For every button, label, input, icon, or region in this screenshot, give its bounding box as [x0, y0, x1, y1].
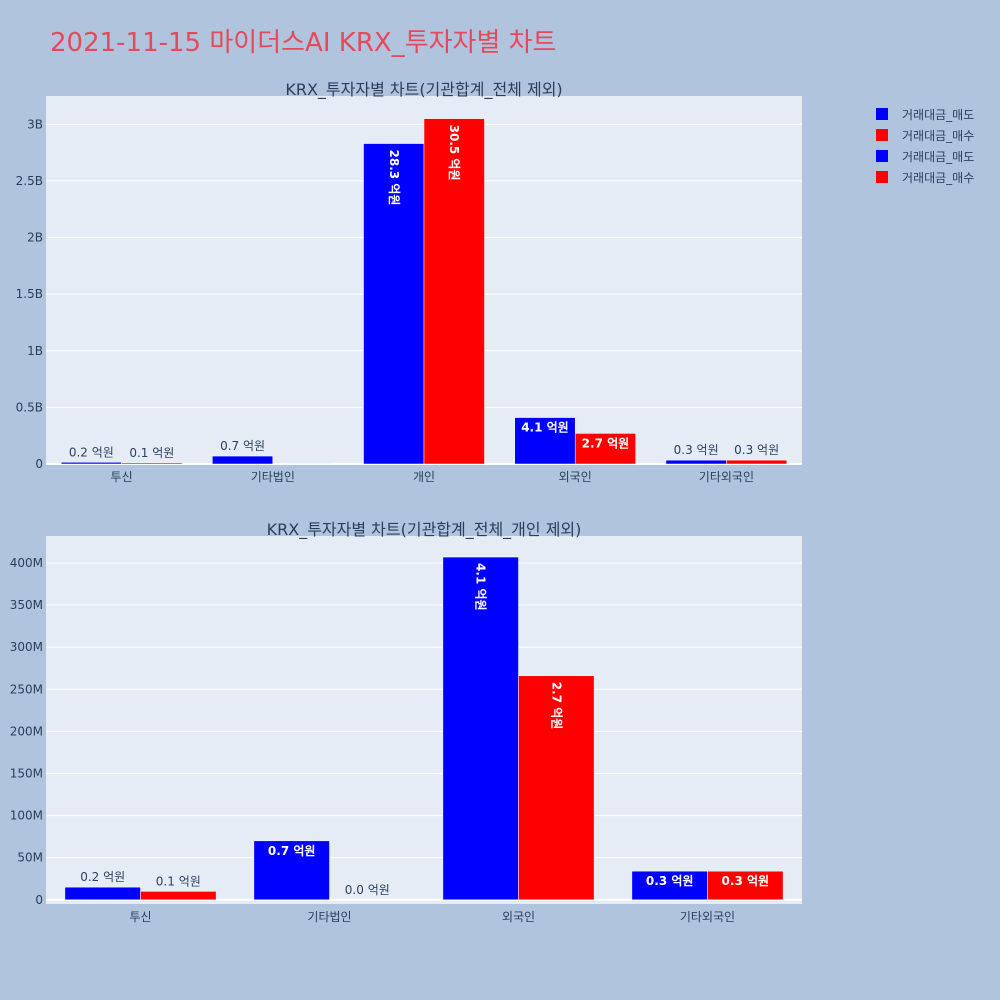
x-tick-label: 외국인	[502, 910, 535, 924]
bar-data-label: 0.2 억원	[80, 870, 125, 884]
y-tick-label: 250M	[10, 682, 43, 696]
bar-data-label: 4.1 억원	[474, 563, 488, 611]
bar-data-label: 28.3 억원	[387, 150, 401, 206]
bar-sell	[61, 462, 121, 464]
bar-data-label: 0.7 억원	[220, 439, 265, 453]
y-tick-label: 0	[35, 457, 43, 471]
x-tick-label: 외국인	[559, 470, 592, 484]
x-tick-label: 투신	[111, 470, 133, 484]
y-tick-label: 2B	[27, 231, 43, 245]
legend-entry: 거래대금_매도	[902, 108, 974, 122]
legend-swatch	[876, 171, 888, 183]
chart-title: KRX_투자자별 차트(기관합계_전체 제외)	[285, 80, 562, 100]
y-tick-label: 3B	[27, 117, 43, 131]
bar-data-label: 0.1 억원	[129, 446, 174, 460]
bar-data-label: 0.0 억원	[345, 883, 390, 897]
legend-entry: 거래대금_매수	[902, 171, 974, 185]
y-tick-label: 1.5B	[16, 287, 43, 301]
bar-data-label: 0.3 억원	[646, 874, 694, 888]
x-tick-label: 개인	[413, 470, 435, 484]
bar-buy	[726, 460, 786, 464]
y-tick-label: 300M	[10, 640, 43, 654]
legend-swatch	[876, 108, 888, 120]
bar-buy	[122, 463, 182, 464]
y-tick-label: 350M	[10, 598, 43, 612]
y-tick-label: 200M	[10, 724, 43, 738]
x-tick-label: 투신	[129, 910, 151, 924]
x-tick-label: 기타법인	[251, 470, 295, 484]
bar-sell	[65, 887, 141, 900]
bar-data-label: 30.5 억원	[447, 125, 461, 181]
bar-sell	[666, 460, 726, 464]
y-tick-label: 150M	[10, 766, 43, 780]
y-tick-label: 0	[35, 893, 43, 907]
y-tick-label: 0.5B	[16, 400, 43, 414]
x-tick-label: 기타외국인	[699, 470, 754, 484]
bar-buy	[141, 891, 217, 899]
x-tick-label: 기타법인	[307, 910, 351, 924]
bar-data-label: 2.7 억원	[582, 436, 630, 450]
legend-entry: 거래대금_매수	[902, 129, 974, 143]
bar-data-label: 2.7 억원	[549, 682, 563, 730]
y-tick-label: 50M	[17, 851, 43, 865]
y-tick-label: 1B	[27, 344, 43, 358]
y-tick-label: 100M	[10, 809, 43, 823]
bar-data-label: 0.1 억원	[156, 874, 201, 888]
bar-data-label: 0.3 억원	[674, 443, 719, 457]
plot-area-1	[46, 536, 802, 904]
bar-data-label: 0.2 억원	[69, 445, 114, 459]
bar-data-label: 0.7 억원	[268, 844, 316, 858]
bar-sell	[212, 456, 272, 464]
bar-data-label: 4.1 억원	[521, 421, 569, 435]
bar-data-label: 0.3 억원	[722, 874, 770, 888]
y-tick-label: 400M	[10, 556, 43, 570]
x-tick-label: 기타외국인	[680, 910, 735, 924]
legend-swatch	[876, 150, 888, 162]
y-tick-label: 2.5B	[16, 174, 43, 188]
legend-swatch	[876, 129, 888, 141]
legend-entry: 거래대금_매도	[902, 150, 974, 164]
bar-data-label: 0.3 억원	[734, 443, 779, 457]
chart-title: KRX_투자자별 차트(기관합계_전체_개인 제외)	[267, 520, 582, 540]
